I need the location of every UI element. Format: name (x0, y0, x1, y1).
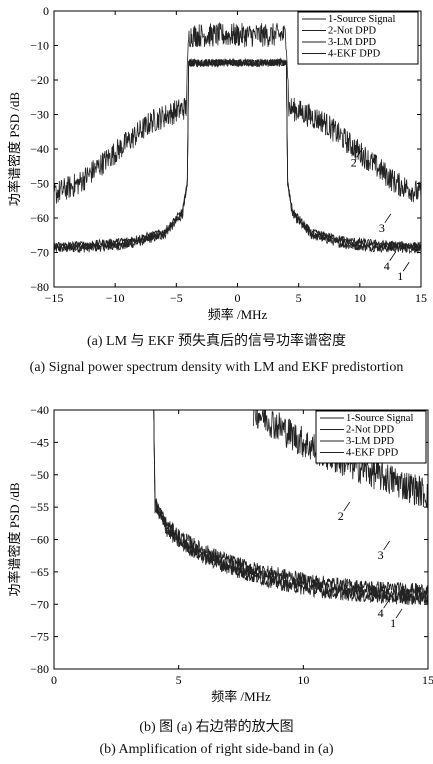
y-tick-label: −70 (30, 597, 49, 611)
legend-entry: 2-Not DPD (346, 425, 395, 436)
annotation-arrow (389, 251, 397, 261)
caption-a-chinese: (a) LM 与 EKF 预失真后的信号功率谱密度 (87, 334, 346, 349)
annotation-arrow (356, 148, 364, 158)
annotation-label: 3 (379, 221, 385, 235)
legend-box (315, 410, 427, 464)
series-line-2 (253, 410, 428, 509)
y-tick-label: −20 (30, 73, 49, 87)
annotation-label: 4 (378, 606, 384, 620)
x-tick-label: −5 (170, 291, 183, 305)
annotation-arrow (383, 598, 390, 609)
y-tick-label: −75 (30, 630, 49, 644)
legend-box (297, 11, 419, 65)
chart-b: 0 5 10 15 −40 −45 −50 −55 −60 −65 −70 −75 −80 频率 /MHz… (7, 403, 433, 704)
legend-entry: 3-LM DPD (346, 436, 395, 447)
legend-entry: 2-Not DPD (328, 26, 377, 37)
x-tick-label: 10 (297, 673, 309, 687)
y-tick-label: −50 (30, 177, 49, 191)
caption-b-english: (b) Amplification of right side-band in … (99, 742, 334, 757)
series-line-4 (153, 410, 428, 602)
x-tick-label: 10 (354, 291, 366, 305)
y-axis-label: 功率谱密度 PSD /dB (7, 482, 22, 596)
y-tick-label: −50 (30, 468, 49, 482)
y-tick-label: −80 (30, 662, 49, 676)
y-tick-label: −40 (30, 142, 49, 156)
y-tick-label: −45 (30, 435, 49, 449)
x-tick-label: 15 (422, 673, 433, 687)
series-line-3 (153, 410, 428, 598)
annotation-arrow (343, 501, 351, 512)
caption-b-chinese: (b) 图 (a) 右边带的放大图 (139, 720, 294, 735)
x-tick-label: 5 (296, 291, 302, 305)
x-axis-label: 频率 /MHz (208, 307, 268, 322)
y-tick-label: −40 (30, 403, 49, 417)
x-tick-label: −15 (45, 291, 64, 305)
annotation-arrow (383, 540, 390, 551)
chart-a: −15 −10 −5 0 5 10 150−10−20−30−40−50−60−70−80频… (7, 4, 427, 322)
y-tick-label: 0 (43, 4, 49, 18)
annotation-label: 1 (390, 616, 396, 630)
y-tick-label: −30 (30, 108, 49, 122)
annotation-label: 4 (384, 259, 390, 273)
y-tick-label: −80 (30, 280, 49, 294)
annotation-label: 2 (338, 509, 344, 523)
annotation-label: 1 (397, 269, 403, 283)
annotation-arrow (384, 213, 392, 224)
x-tick-label: 5 (176, 673, 182, 687)
legend-entry: 1-Source Signal (346, 413, 413, 424)
y-tick-label: −70 (30, 246, 49, 260)
series-group (54, 21, 421, 255)
annotation-arrow (395, 608, 403, 619)
x-tick-label: 15 (415, 291, 427, 305)
x-axis-label: 频率 /MHz (211, 689, 271, 704)
annotation-label: 3 (378, 548, 384, 562)
annotation-arrow (402, 261, 410, 272)
legend-entry: 4-EKF DPD (328, 49, 381, 60)
y-axis-label: 功率谱密度 PSD /dB (7, 92, 22, 206)
legend-entry: 4-EKF DPD (346, 448, 399, 459)
series-group (153, 410, 428, 605)
series-line-4 (54, 58, 421, 252)
series-line-2 (54, 21, 421, 204)
legend-entry: 3-LM DPD (328, 37, 377, 48)
x-tick-label: 0 (51, 673, 57, 687)
y-tick-label: −60 (30, 211, 49, 225)
x-tick-label: 0 (235, 291, 241, 305)
y-tick-label: −60 (30, 533, 49, 547)
y-tick-label: −10 (30, 39, 49, 53)
y-tick-label: −55 (30, 500, 49, 514)
caption-a-english: (a) Signal power spectrum density with L… (29, 360, 404, 375)
annotation-label: 2 (351, 155, 357, 169)
y-tick-label: −65 (30, 565, 49, 579)
legend-entry: 1-Source Signal (328, 14, 395, 25)
x-tick-label: −10 (106, 291, 125, 305)
